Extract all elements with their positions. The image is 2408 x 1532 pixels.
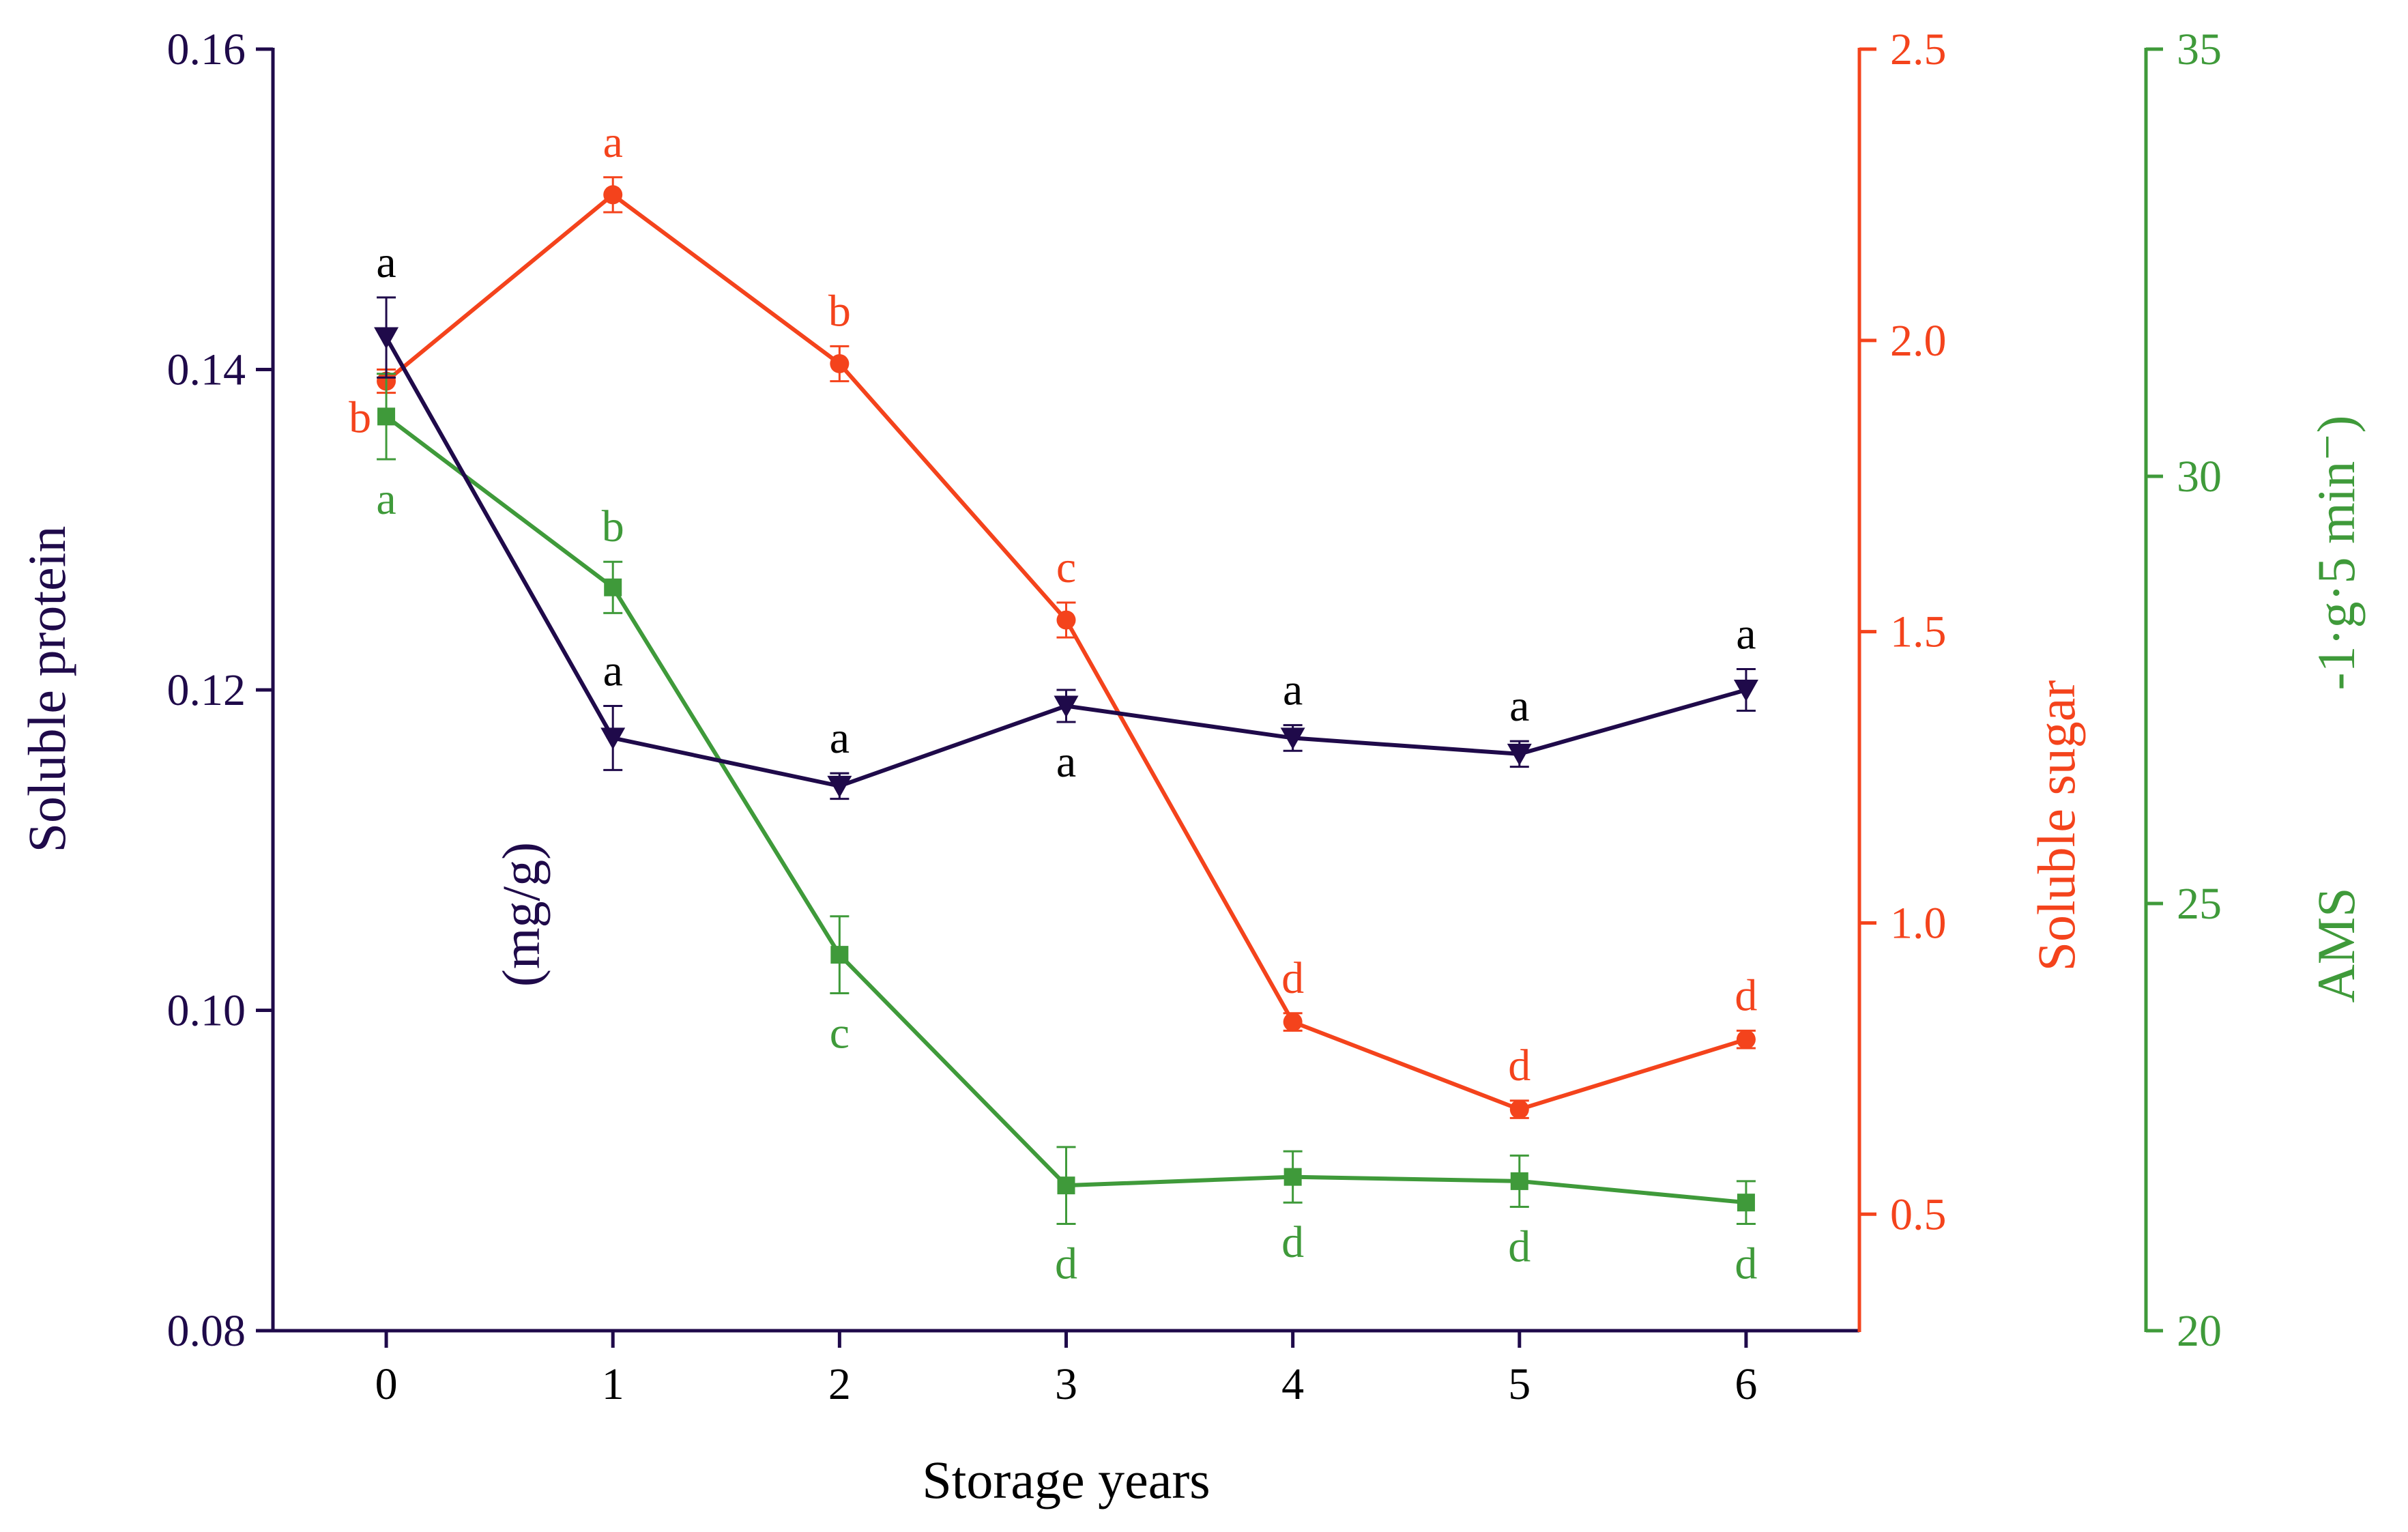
significance-letter: a — [830, 713, 850, 763]
series-line — [385, 192, 1747, 1112]
series-layer — [374, 176, 1758, 1225]
data-point — [377, 407, 396, 426]
x-axis-tick-label: 1 — [602, 1359, 624, 1409]
data-point — [1283, 1012, 1303, 1032]
left-axis-tick-label: 0.12 — [167, 665, 246, 715]
data-point — [603, 185, 623, 205]
x-axis-tick-label: 2 — [828, 1359, 851, 1409]
data-point — [1057, 1176, 1075, 1195]
significance-letter: b — [349, 393, 371, 443]
data-point — [1737, 1194, 1755, 1212]
x-axis-tick-label: 4 — [1281, 1359, 1304, 1409]
data-point — [827, 775, 852, 798]
series-ams — [377, 373, 1756, 1225]
left-axis-tick-label: 0.08 — [167, 1306, 246, 1356]
significance-letter: a — [1509, 681, 1529, 731]
x-axis-tick-label: 0 — [375, 1359, 398, 1409]
significance-letter: b — [828, 286, 851, 336]
significance-letter: b — [602, 502, 624, 551]
series-soluble-protein — [374, 296, 1758, 800]
right1-axis-tick-label: 0.5 — [1890, 1189, 1947, 1239]
x-axis-tick-label: 5 — [1508, 1359, 1531, 1409]
significance-letter: a — [603, 646, 623, 695]
left-axis-tick-label: 0.10 — [167, 986, 246, 1036]
data-point — [374, 327, 399, 349]
significance-letter: d — [1508, 1222, 1531, 1271]
significance-letter: c — [1056, 543, 1076, 592]
right1-axis-title: Soluble sugar — [2027, 680, 2086, 972]
right2-axis-tick-label: 25 — [2177, 879, 2222, 929]
right1-axis-tick-label: 2.0 — [1890, 316, 1947, 366]
significance-letter: a — [1056, 737, 1076, 787]
data-point — [1056, 610, 1076, 630]
series-soluble-sugar — [377, 176, 1756, 1119]
significance-letter: a — [376, 474, 396, 524]
significance-letter: c — [830, 1008, 850, 1058]
right1-axis-tick-label: 2.5 — [1890, 25, 1947, 74]
right2-axis-tick-label: 20 — [2177, 1306, 2222, 1356]
significance-letter: a — [603, 117, 623, 167]
left-axis-tick-label: 0.14 — [167, 345, 246, 395]
significance-letter: d — [1508, 1041, 1531, 1090]
series-line — [385, 414, 1747, 1205]
right2-axis-unit: -1·g·5 min⁻) — [2306, 416, 2366, 691]
x-axis-tick-label: 6 — [1735, 1359, 1757, 1409]
data-point — [1510, 1172, 1528, 1190]
data-point — [830, 946, 849, 964]
x-axis-tick-label: 3 — [1055, 1359, 1077, 1409]
right2-axis-tick-label: 30 — [2177, 452, 2222, 502]
significance-letter: a — [376, 237, 396, 287]
data-point — [1509, 1099, 1529, 1119]
right1-axis-tick-label: 1.5 — [1890, 607, 1947, 657]
axes-layer — [256, 47, 2163, 1348]
x-axis-title: Storage years — [922, 1450, 1210, 1509]
data-point — [1507, 743, 1532, 766]
data-point — [1283, 1168, 1302, 1186]
significance-letter: a — [1736, 609, 1756, 659]
significance-letter: d — [1735, 970, 1757, 1020]
significance-letter: d — [1055, 1239, 1077, 1289]
data-point — [1733, 680, 1758, 702]
right2-axis-title: AMS — [2306, 887, 2366, 1002]
data-point — [1280, 727, 1305, 750]
significance-letter: d — [1281, 1217, 1304, 1267]
left-axis-title: Soluble protein — [17, 526, 76, 853]
left-axis-unit: (mg/g) — [491, 842, 551, 987]
data-point — [830, 353, 850, 373]
significance-letter: d — [1281, 953, 1304, 1003]
data-point — [604, 578, 622, 596]
right2-axis-tick-label: 35 — [2177, 25, 2222, 74]
data-point — [600, 727, 626, 750]
left-axis-tick-label: 0.16 — [167, 25, 246, 74]
labels-layer: 0.08 0.10 0.12 0.14 0.16 Soluble protein (mg/g… — [17, 25, 2366, 1509]
significance-letter: d — [1735, 1239, 1757, 1289]
data-point — [1736, 1030, 1756, 1050]
right1-axis-tick-label: 1.0 — [1890, 898, 1947, 948]
data-point — [1054, 695, 1079, 718]
significance-letter: a — [1283, 665, 1303, 715]
